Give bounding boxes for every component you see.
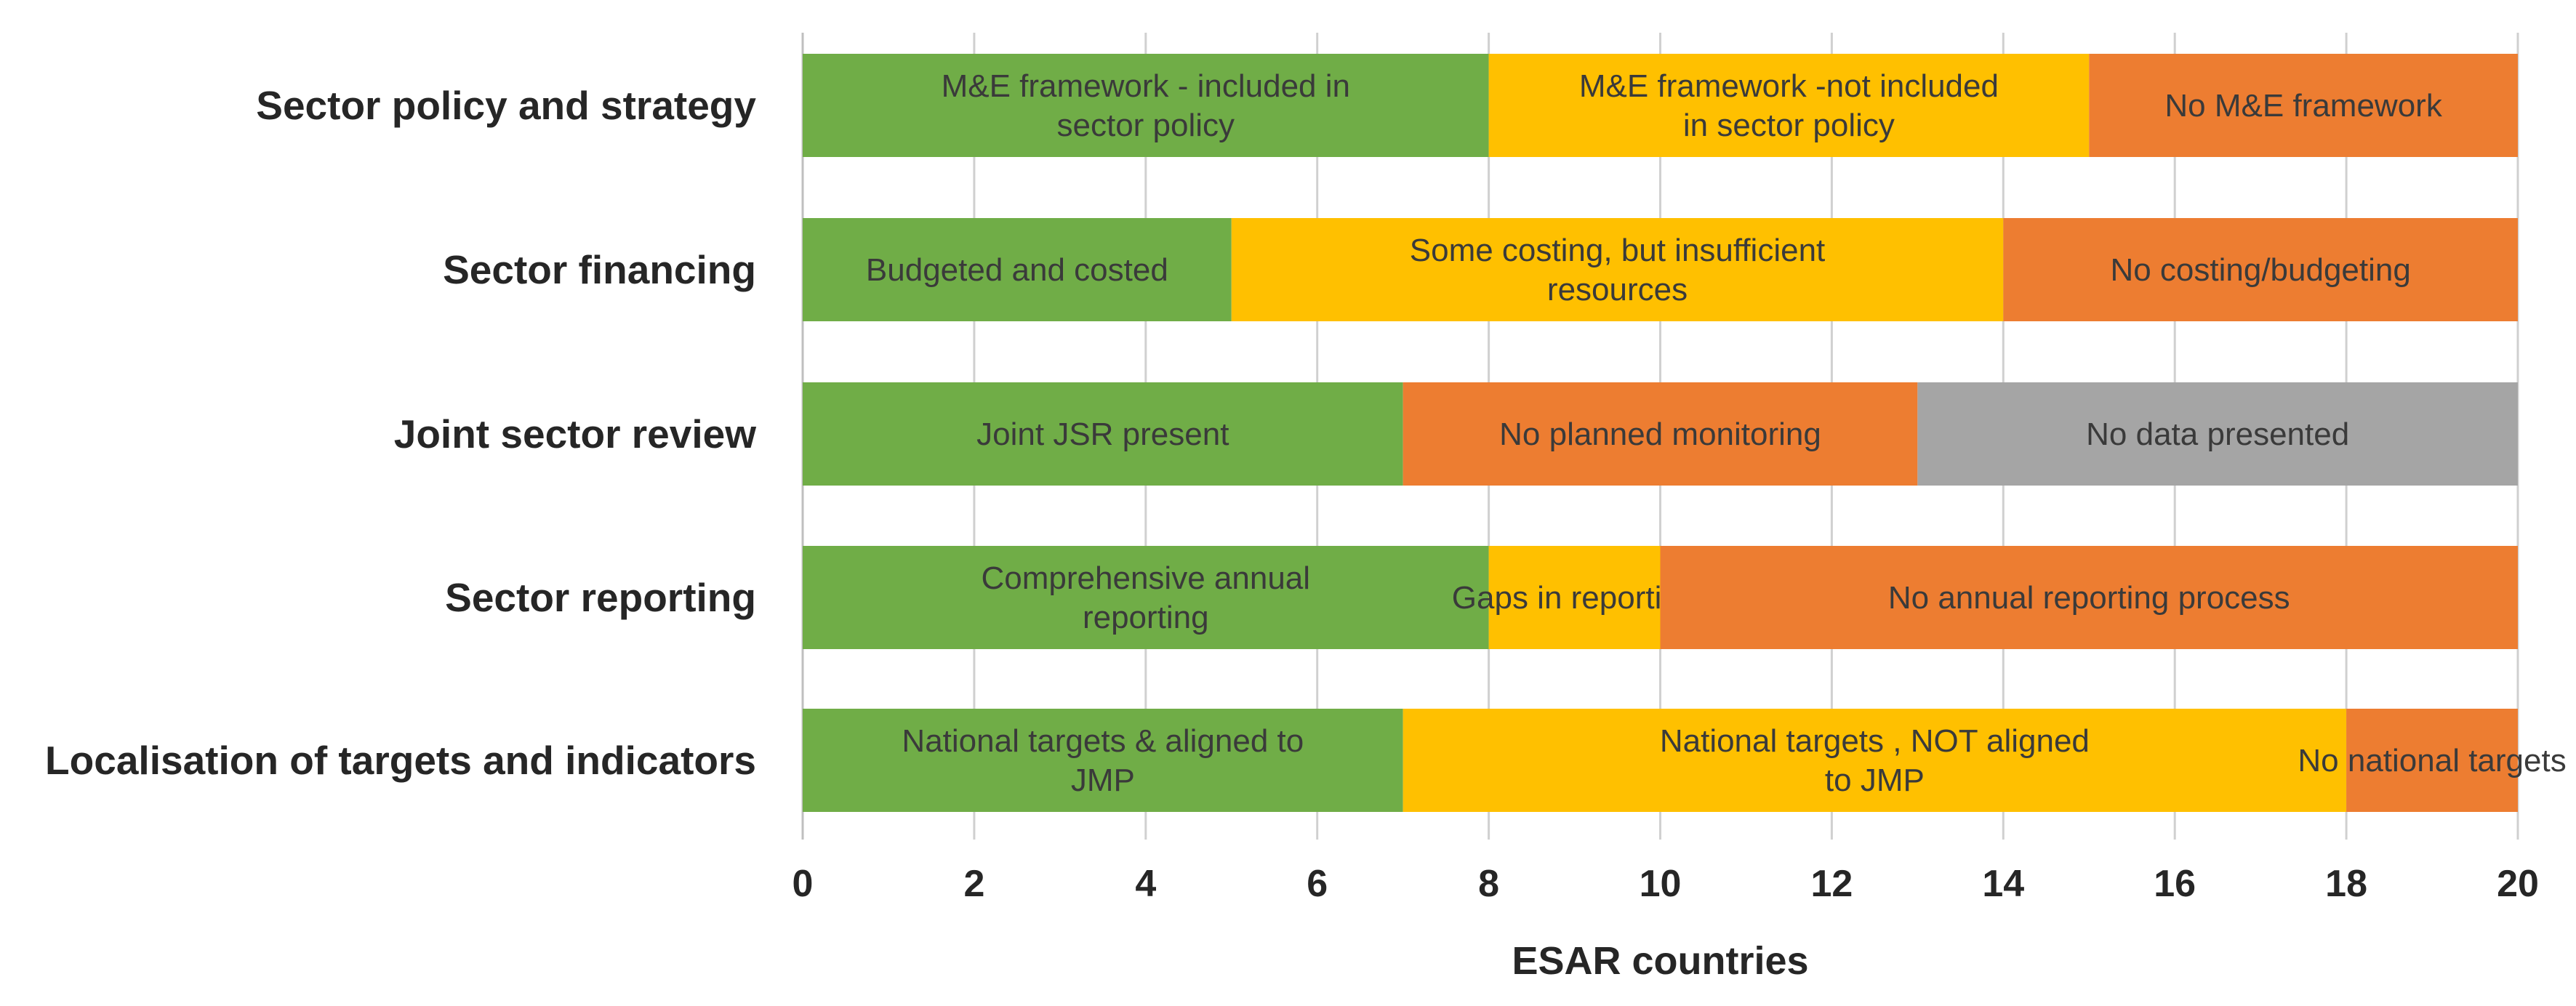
- segment-label: No data presented: [2086, 417, 2349, 452]
- segment-label: No M&E framework: [2164, 88, 2442, 124]
- segment-label: M&E framework -not included in sector pol…: [1579, 68, 1999, 143]
- x-tick-label: 12: [1810, 863, 1853, 905]
- category-label: Sector reporting: [445, 575, 756, 620]
- bar-segment: [1660, 546, 2518, 649]
- bar-segment: [803, 709, 1403, 812]
- bar-segments: M&E framework - included in sector policy…: [803, 54, 2567, 812]
- x-tick-label: 8: [1478, 863, 1499, 905]
- segment-label: No annual reporting process: [1888, 580, 2290, 616]
- segment-label: M&E framework - included in sector policy: [942, 68, 1350, 143]
- segment-label: National targets & aligned to JMP: [902, 723, 1304, 798]
- bar-segment: [1231, 218, 2004, 321]
- x-tick-label: 18: [2325, 863, 2367, 905]
- category-label: Joint sector review: [394, 411, 756, 456]
- category-labels: Sector policy and strategy Sector financi…: [45, 83, 756, 783]
- x-tick-label: 4: [1135, 863, 1156, 905]
- segment-label: No planned monitoring: [1499, 417, 1821, 452]
- bar-segment: [1403, 382, 1918, 486]
- bar-segment: [2346, 709, 2518, 812]
- segment-label: No national targets: [2298, 743, 2566, 778]
- segment-label: Budgeted and costed: [866, 252, 1168, 288]
- category-label: Sector financing: [443, 247, 756, 292]
- bar-segment: [803, 382, 1403, 486]
- x-tick-label: 14: [1982, 863, 2024, 905]
- x-tick-label: 2: [963, 863, 984, 905]
- bar-segment: [803, 218, 1232, 321]
- bar-segment: [803, 54, 1489, 157]
- bar-segment: [2003, 218, 2518, 321]
- bar-segment: [1488, 546, 1661, 649]
- x-axis-title: ESAR countries: [1512, 939, 1808, 983]
- category-label: Sector policy and strategy: [256, 83, 756, 128]
- x-tick-label: 20: [2497, 863, 2539, 905]
- segment-label: No costing/budgeting: [2110, 252, 2410, 288]
- x-tick-labels: 0 2 4 6 8 10 12 14 16 18 20: [793, 863, 2539, 905]
- bar-segment: [2089, 54, 2518, 157]
- segment-label: Joint JSR present: [976, 417, 1229, 452]
- bar-segment: [1917, 382, 2518, 486]
- x-tick-label: 0: [793, 863, 814, 905]
- segment-label: National targets , NOT aligned to JMP: [1660, 723, 2090, 798]
- x-tick-label: 6: [1307, 863, 1328, 905]
- segment-label: Some costing, but insufficient resources: [1410, 233, 1826, 307]
- bar-segment: [803, 546, 1489, 649]
- bar-segment: [1488, 54, 2090, 157]
- bar-segment: [1403, 709, 2347, 812]
- category-label: Localisation of targets and indicators: [45, 738, 756, 783]
- x-tick-label: 10: [1640, 863, 1682, 905]
- segment-label: Comprehensive annual reporting: [982, 560, 1311, 635]
- segment-label: Gaps in reporting: [1452, 580, 1698, 616]
- x-tick-label: 16: [2154, 863, 2196, 905]
